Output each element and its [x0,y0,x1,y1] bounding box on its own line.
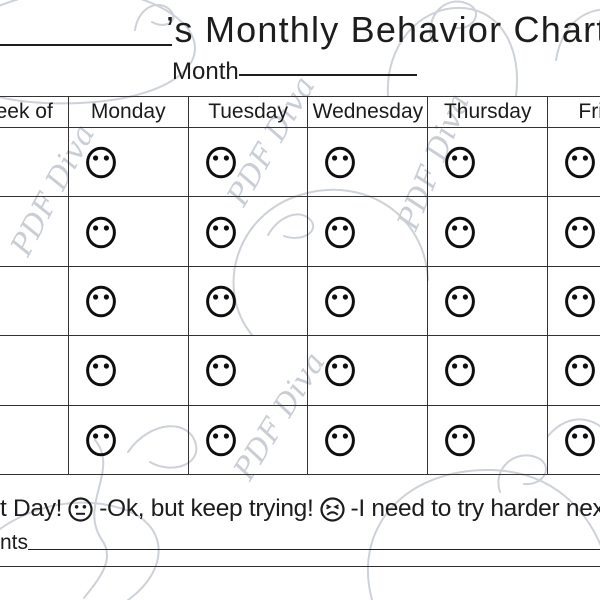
behavior-cell [307,196,429,267]
table-row [0,265,600,337]
page-title: ’s Monthly Behavior Chart [166,9,600,50]
behavior-cell [67,335,189,406]
blank-face-icon [205,355,236,387]
blank-face-icon [325,285,356,318]
legend-sad-text: -I need to try harder next time! [350,495,600,522]
header-monday: Monday [67,96,189,128]
blank-face-icon [325,146,356,179]
blank-face-icon [85,285,116,318]
table-row [0,404,600,475]
behavior-cell [187,126,309,198]
behavior-cell [187,265,309,337]
behavior-cell [547,335,600,406]
blank-face-icon [325,216,356,248]
behavior-cell [547,126,600,198]
behavior-cell [547,265,600,337]
blank-face-icon [445,285,476,318]
behavior-cell [307,126,429,198]
blank-face-icon [445,146,476,179]
behavior-cell [427,404,549,475]
table-header-row: Week of Monday Tuesday Wednesday Thursda… [0,96,600,128]
header-thursday: Thursday [427,96,549,128]
behavior-cell [67,265,189,337]
week-of-cell [0,335,69,406]
week-of-cell [0,126,69,198]
behavior-cell [67,196,189,267]
behavior-cell [427,335,549,406]
legend-row: t Day! -Ok, but keep trying! -I need to … [0,492,600,526]
table-row [0,196,600,267]
week-of-cell [0,196,69,267]
blank-face-icon [445,355,476,387]
behavior-cell [187,196,309,267]
week-of-cell [0,404,69,475]
behavior-cell [547,196,600,267]
behavior-cell [307,404,429,475]
behavior-cell [427,196,549,267]
neutral-face-icon [68,496,93,522]
behavior-cell [427,265,549,337]
behavior-cell [187,335,309,406]
behavior-cell [427,126,549,198]
blank-face-icon [445,216,476,248]
blank-face-icon [205,285,236,318]
blank-face-icon [85,424,116,457]
blank-face-icon [85,146,116,179]
blank-face-icon [325,355,356,387]
blank-face-icon [205,424,236,457]
month-blank-line [238,74,417,76]
comments-blank-line-2 [0,566,600,567]
week-of-cell [0,265,69,337]
behavior-cell [307,335,429,406]
blank-face-icon [565,355,596,387]
behavior-cell [67,126,189,198]
behavior-cell [67,404,189,475]
blank-face-icon [445,424,476,457]
behavior-cell [547,404,600,475]
blank-face-icon [85,355,116,387]
sad-face-icon [319,496,345,522]
month-row: Month [172,58,417,86]
blank-face-icon [565,424,596,457]
behavior-cell [307,265,429,337]
behavior-cell [187,404,309,475]
name-blank-line [0,44,172,46]
blank-face-icon [565,285,596,318]
comments-blank-line [28,531,600,550]
table-row [0,335,600,406]
header-friday: Friday [547,96,600,128]
comments-label: nts [0,531,29,554]
header-tuesday: Tuesday [187,96,309,128]
blank-face-icon [205,216,236,248]
legend-neutral-text: -Ok, but keep trying! [99,495,314,522]
header-wednesday: Wednesday [307,96,429,128]
blank-face-icon [565,146,596,179]
table-row [0,126,600,198]
comments-row: nts [0,531,600,555]
behavior-table: Week of Monday Tuesday Wednesday Thursda… [0,96,600,475]
header-week-of: Week of [0,96,69,128]
blank-face-icon [205,146,236,179]
blank-face-icon [565,216,596,248]
month-label: Month [172,58,239,85]
blank-face-icon [85,216,116,248]
blank-face-icon [325,424,356,457]
legend-great-day-text: t Day! [0,495,63,522]
